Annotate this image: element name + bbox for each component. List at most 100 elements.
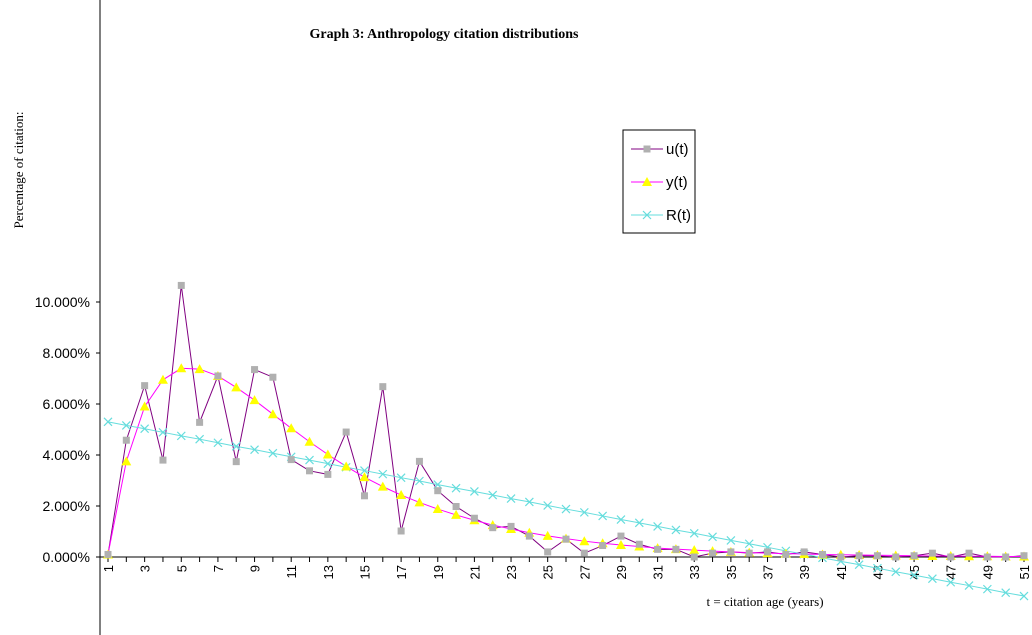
r-point xyxy=(982,584,992,594)
x-axis-label: t = citation age (years) xyxy=(706,594,823,609)
u-point xyxy=(214,372,222,380)
series-markers-ut xyxy=(104,281,1028,561)
y-point xyxy=(359,472,370,482)
u-point xyxy=(141,382,149,390)
u-point xyxy=(580,549,588,557)
x-tick-label: 51 xyxy=(1017,565,1032,579)
x-tick-label: 45 xyxy=(907,565,922,579)
u-point xyxy=(654,545,662,553)
r-point xyxy=(121,420,131,430)
r-point xyxy=(964,581,974,590)
u-point xyxy=(232,458,240,466)
x-tick-label: 17 xyxy=(394,565,409,579)
r-point xyxy=(396,473,406,483)
u-point xyxy=(489,524,497,532)
y-point xyxy=(157,374,168,384)
r-point xyxy=(488,490,498,500)
u-point xyxy=(764,548,772,556)
x-tick-label: 9 xyxy=(248,565,263,572)
u-point xyxy=(159,456,167,464)
x-tick-label: 29 xyxy=(614,565,629,579)
r-point xyxy=(213,438,223,448)
y-tick-label: 4.000% xyxy=(43,447,90,463)
r-point xyxy=(268,448,278,458)
u-point xyxy=(782,550,790,558)
r-point xyxy=(598,511,608,521)
u-point xyxy=(470,514,478,522)
u-point xyxy=(122,436,130,444)
legend-label: y(t) xyxy=(666,174,688,191)
u-point xyxy=(965,549,973,557)
legend-item: y(t) xyxy=(631,174,688,191)
u-point xyxy=(306,467,314,475)
r-point xyxy=(469,487,479,496)
u-point xyxy=(643,145,651,153)
r-point xyxy=(579,507,589,517)
y-point xyxy=(414,497,425,507)
u-point xyxy=(1002,553,1010,561)
x-tick-label: 11 xyxy=(284,565,299,579)
y-point xyxy=(139,401,150,411)
u-point xyxy=(342,428,350,436)
r-point xyxy=(195,434,205,444)
series xyxy=(103,281,1029,601)
x-tick-label: 7 xyxy=(211,565,226,572)
y-point xyxy=(286,423,297,433)
u-point xyxy=(947,553,955,561)
r-point xyxy=(642,210,652,220)
r-point xyxy=(231,441,241,451)
r-point xyxy=(506,494,516,504)
x-tick-label: 27 xyxy=(577,565,592,579)
r-point xyxy=(415,476,424,486)
y-axis-label: Percentage of citation: xyxy=(11,112,26,229)
y-point xyxy=(451,509,462,519)
r-point xyxy=(378,469,388,479)
x-tick-label: 33 xyxy=(687,565,702,579)
y-point xyxy=(377,481,388,491)
r-point xyxy=(708,532,717,542)
r-point xyxy=(524,497,534,507)
r-point xyxy=(946,577,956,587)
r-point xyxy=(689,528,699,538)
y-tick-label: 0.000% xyxy=(43,549,90,565)
y-tick-label: 6.000% xyxy=(43,396,90,412)
legend: u(t) y(t) R(t) xyxy=(622,129,696,234)
r-point xyxy=(360,466,369,475)
r-point xyxy=(634,518,644,528)
y-point xyxy=(176,363,187,373)
u-point xyxy=(745,549,753,557)
u-point xyxy=(910,552,918,560)
u-point xyxy=(452,503,460,511)
u-point xyxy=(672,545,680,553)
y-point xyxy=(615,540,626,550)
u-point xyxy=(690,553,698,561)
u-point xyxy=(727,548,735,556)
r-point xyxy=(854,560,864,570)
x-tick-label: 3 xyxy=(138,565,153,572)
x-ticks: 1 3 5 7 9 11 13 15 17 19 21 23 25 27 29 31 33 35 37 39 41 43 4… xyxy=(101,557,1032,579)
r-point xyxy=(305,455,314,465)
x-tick-label: 49 xyxy=(980,565,995,579)
y-ticks: 0.000% 2.000% 4.000% 6.000% 8.000% 10.000% xyxy=(35,294,100,565)
u-point xyxy=(415,457,423,465)
x-tick-label: 35 xyxy=(724,565,739,579)
x-tick-label: 5 xyxy=(174,565,189,572)
u-point xyxy=(379,383,387,391)
r-point xyxy=(451,483,461,493)
y-tick-label: 8.000% xyxy=(43,345,90,361)
y-point xyxy=(267,409,278,419)
x-tick-label: 41 xyxy=(834,565,849,579)
u-point xyxy=(892,553,900,561)
u-point xyxy=(818,550,826,558)
x-tick-label: 1 xyxy=(101,565,116,572)
r-point xyxy=(176,431,186,441)
u-point xyxy=(617,532,625,540)
u-point xyxy=(635,540,643,548)
r-point xyxy=(543,501,553,510)
r-point xyxy=(1019,591,1029,601)
u-point xyxy=(287,456,295,464)
y-point xyxy=(579,536,590,546)
x-tick-label: 13 xyxy=(321,565,336,579)
u-point xyxy=(196,418,204,426)
